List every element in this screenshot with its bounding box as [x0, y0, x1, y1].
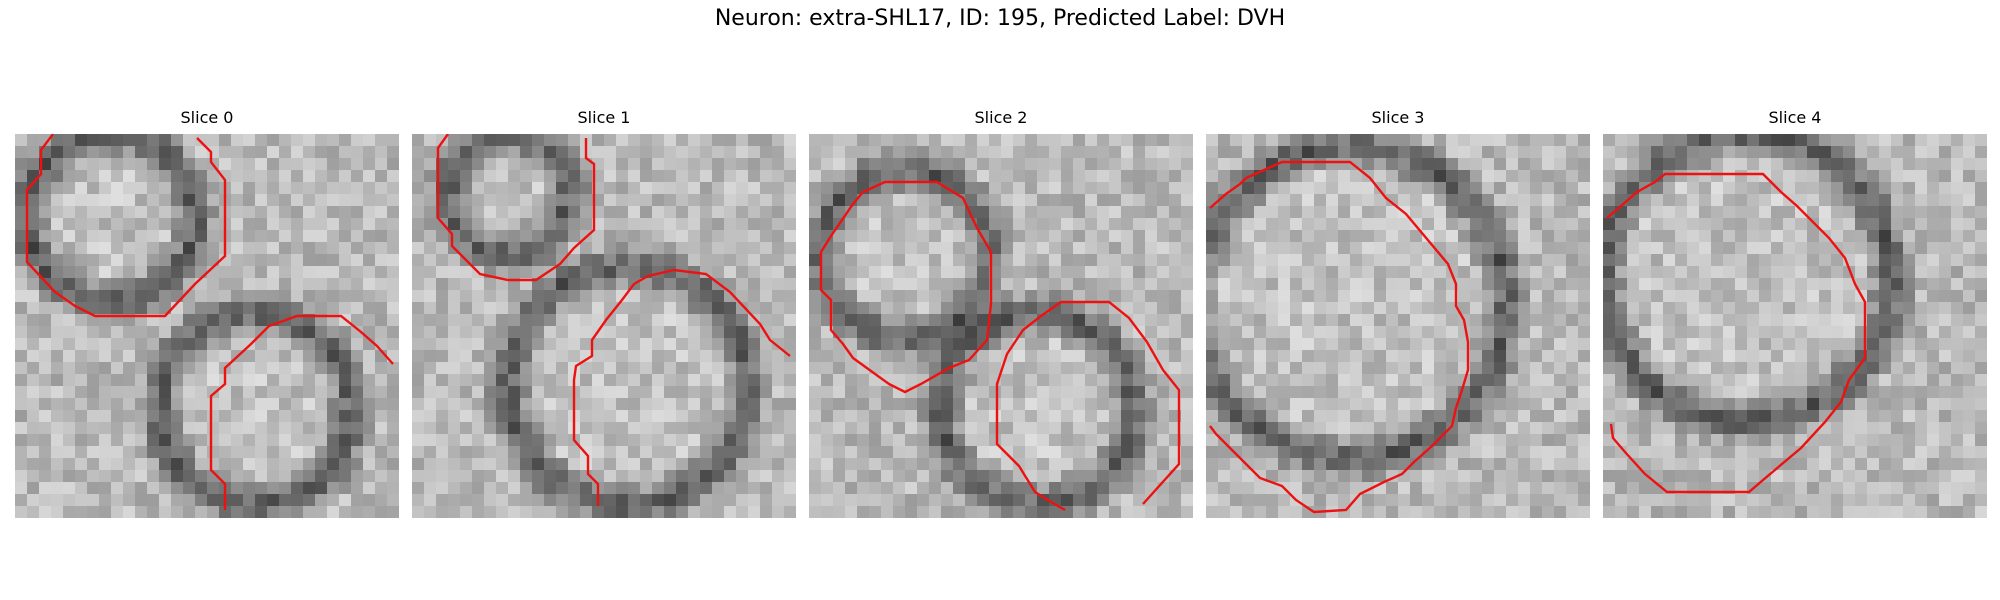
- slice-image-0: [15, 134, 399, 518]
- cell-outline-0a: [25, 134, 227, 318]
- cell-outline-0b: [209, 314, 394, 510]
- cell-outline-2b: [995, 300, 1181, 512]
- slice-title-0: Slice 0: [180, 108, 234, 127]
- slice-image-3: [1206, 134, 1590, 518]
- slice-image-4: [1603, 134, 1987, 518]
- slice-title-3: Slice 3: [1371, 108, 1425, 127]
- micrograph-4: [1603, 134, 1987, 518]
- slice-image-1: [412, 134, 796, 518]
- slice-title-1: Slice 1: [577, 108, 631, 127]
- cell-outline-1a: [436, 134, 596, 282]
- slice-title-2: Slice 2: [974, 108, 1028, 127]
- cell-outline-2a: [819, 180, 993, 394]
- micrograph-0: [15, 134, 399, 518]
- cell-outline-4a: [1606, 172, 1867, 494]
- slice-image-2: [809, 134, 1193, 518]
- slice-title-4: Slice 4: [1768, 108, 1822, 127]
- figure-title: Neuron: extra-SHL17, ID: 195, Predicted …: [714, 6, 1286, 31]
- micrograph-2: [809, 134, 1193, 518]
- micrograph-1: [412, 134, 796, 518]
- cell-outline-3a: [1209, 160, 1470, 514]
- micrograph-3: [1206, 134, 1590, 518]
- cell-outline-1b: [572, 268, 791, 506]
